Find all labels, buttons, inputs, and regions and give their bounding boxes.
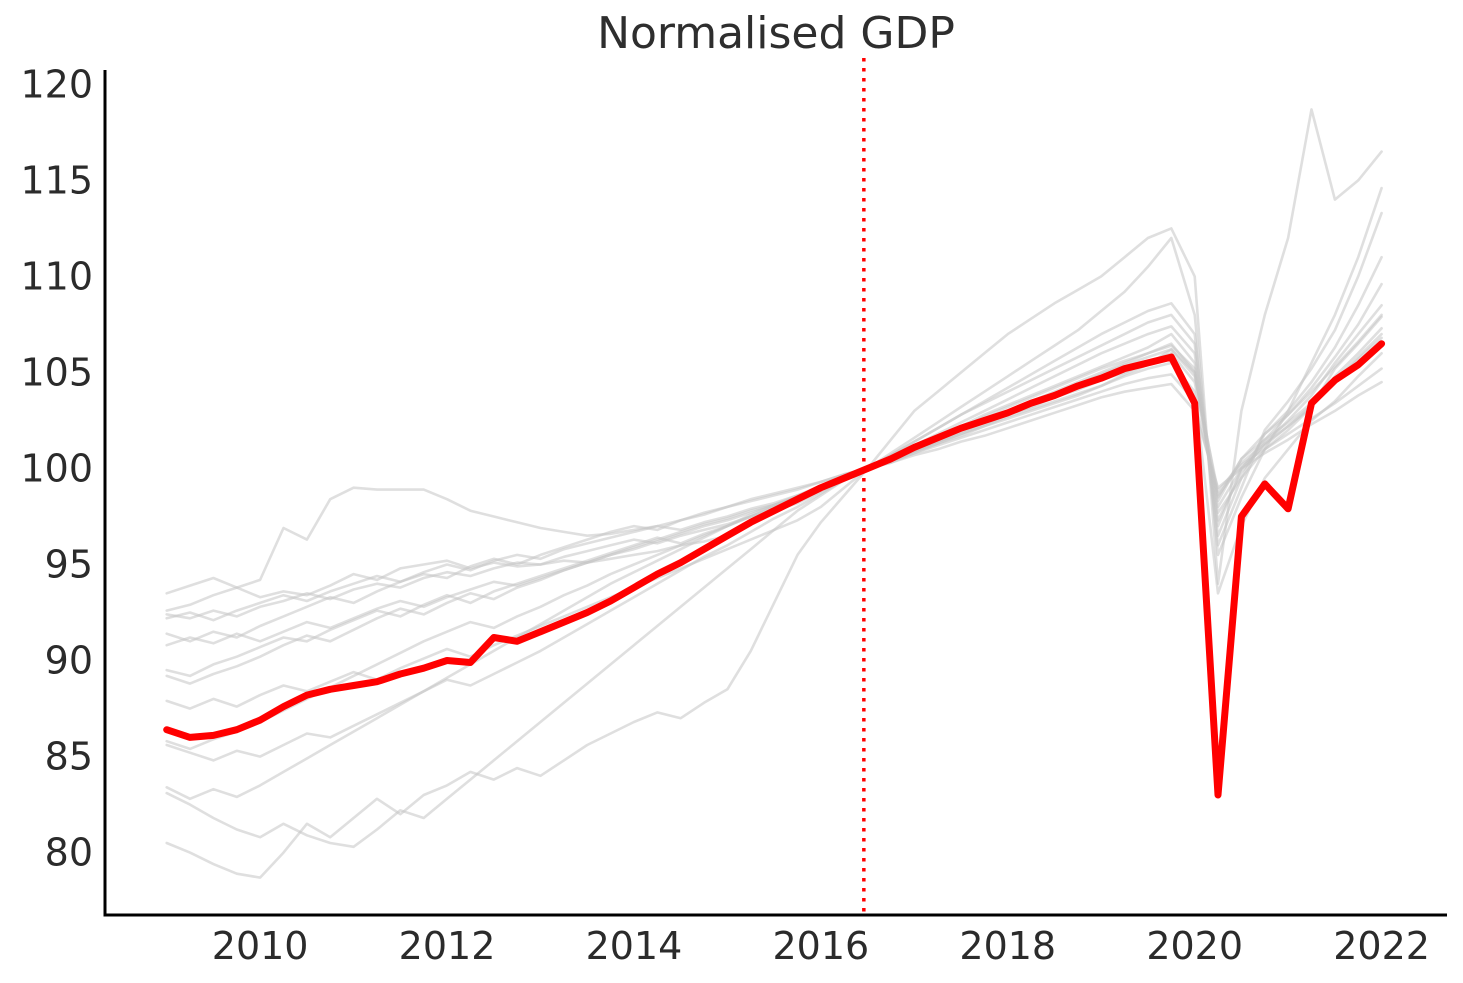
x-tick-label: 2022 xyxy=(1333,924,1430,968)
gdp-line-context-12 xyxy=(165,211,1383,801)
gdp-line-context-13 xyxy=(165,186,1383,849)
gdp-line-highlighted xyxy=(163,340,1386,799)
y-tick-label: 110 xyxy=(20,254,93,298)
y-tick-label: 105 xyxy=(20,350,93,394)
x-tick-label: 2016 xyxy=(772,924,869,968)
x-tick-label: 2014 xyxy=(586,924,683,968)
x-tick-label: 2018 xyxy=(959,924,1056,968)
y-tick-label: 90 xyxy=(45,639,93,683)
gdp-line-context-2 xyxy=(165,380,1383,612)
y-tick-label: 80 xyxy=(45,831,93,875)
x-tick-label: 2012 xyxy=(399,924,496,968)
y-tick-label: 100 xyxy=(20,446,93,490)
gdp-line-context-4 xyxy=(165,336,1383,622)
y-tick-label: 115 xyxy=(20,158,93,202)
y-tick-label: 85 xyxy=(45,735,93,779)
x-tick-label: 2010 xyxy=(212,924,309,968)
chart-title: Normalised GDP xyxy=(597,8,955,59)
y-tick-label: 95 xyxy=(45,543,93,587)
gdp-line-context-14 xyxy=(165,108,1383,879)
gdp-line-context-11 xyxy=(165,255,1383,762)
x-tick-label: 2020 xyxy=(1146,924,1243,968)
y-tick-label: 120 xyxy=(20,62,93,106)
